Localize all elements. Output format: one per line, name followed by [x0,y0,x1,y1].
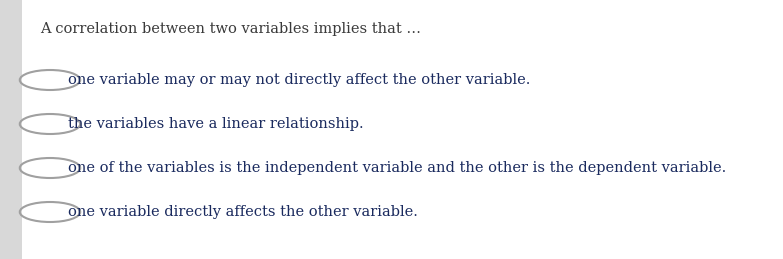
Bar [0,0,22,259]
Text: the variables have a linear relationship.: the variables have a linear relationship… [68,117,363,131]
Text: one variable directly affects the other variable.: one variable directly affects the other … [68,205,418,219]
Text: one variable may or may not directly affect the other variable.: one variable may or may not directly aff… [68,73,530,87]
Text: one of the variables is the independent variable and the other is the dependent : one of the variables is the independent … [68,161,727,175]
Text: A correlation between two variables implies that …: A correlation between two variables impl… [40,22,421,36]
